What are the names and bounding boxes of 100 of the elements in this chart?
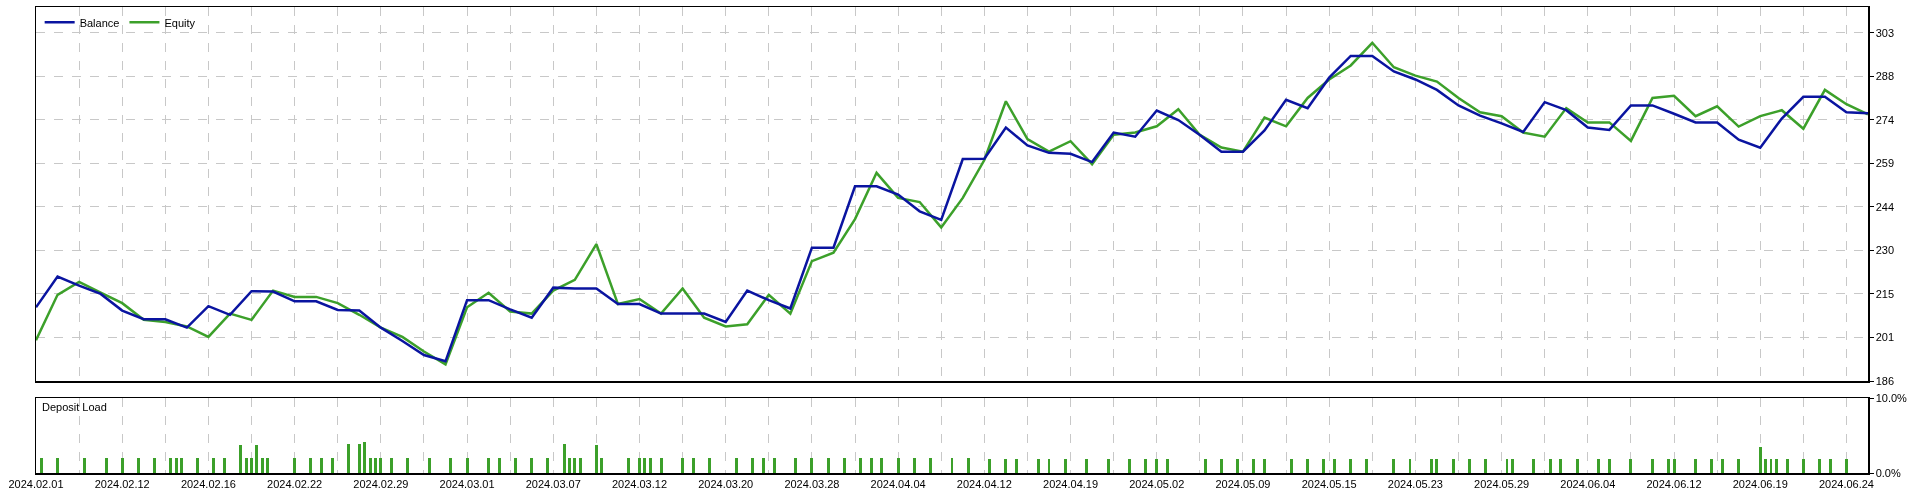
bar <box>761 458 765 473</box>
bar <box>842 458 846 473</box>
bar <box>1322 458 1326 473</box>
bar <box>357 443 361 473</box>
bar <box>1694 458 1698 473</box>
x-tick-label: 2024.03.28 <box>784 477 840 490</box>
bar <box>643 458 647 473</box>
y-tick-label: 274 <box>1875 113 1895 126</box>
x-tick-label: 2024.02.29 <box>353 477 409 490</box>
bar <box>390 458 394 473</box>
bar <box>39 458 43 473</box>
bar <box>1575 458 1579 473</box>
bar <box>1236 458 1240 473</box>
bar <box>1289 458 1293 473</box>
x-tick-label: 2024.06.24 <box>1818 477 1874 490</box>
bar <box>320 458 324 473</box>
bar <box>1548 458 1552 473</box>
bar <box>627 458 631 473</box>
bar <box>1252 458 1256 473</box>
bar <box>1710 458 1714 473</box>
bar <box>708 458 712 473</box>
bar <box>600 458 604 473</box>
bar <box>772 458 776 473</box>
x-tick-label: 2024.03.01 <box>439 477 495 490</box>
bar <box>1532 458 1536 473</box>
x-tick-label: 2024.03.20 <box>698 477 754 490</box>
bar <box>449 458 453 473</box>
bar <box>1483 458 1487 473</box>
bar <box>487 458 491 473</box>
bar <box>212 458 216 473</box>
bar <box>136 458 140 473</box>
bar <box>691 458 695 473</box>
bar <box>293 458 297 473</box>
bar <box>734 458 738 473</box>
y-tick-label: 288 <box>1875 70 1895 83</box>
bar <box>1166 458 1170 473</box>
bar <box>1263 458 1266 473</box>
y-tick-label: 215 <box>1875 287 1895 300</box>
bar <box>497 458 501 473</box>
bar <box>1597 458 1601 473</box>
bar <box>309 458 313 473</box>
bar <box>880 458 884 473</box>
bar <box>1467 458 1471 473</box>
bar <box>373 458 377 473</box>
x-tick-label: 2024.04.12 <box>956 477 1012 490</box>
bar <box>912 458 916 473</box>
bar <box>244 458 248 473</box>
x-tick-label: 2024.05.15 <box>1301 477 1357 490</box>
x-tick-label: 2024.02.01 <box>8 477 64 490</box>
chart-title: Deposit Load <box>42 401 107 413</box>
y-tick-label: 303 <box>1875 26 1895 39</box>
bar <box>659 458 663 473</box>
bar <box>573 458 577 473</box>
bar <box>1306 458 1310 473</box>
bar <box>1510 458 1514 473</box>
bar <box>330 458 334 473</box>
bar <box>1774 458 1778 473</box>
bar <box>1607 458 1611 473</box>
bar <box>1365 458 1369 473</box>
bar <box>255 444 259 473</box>
x-tick-label: 2024.03.12 <box>611 477 668 490</box>
bar <box>379 458 383 473</box>
bar <box>266 458 270 473</box>
x-tick-label: 2024.06.19 <box>1732 477 1788 490</box>
bar <box>681 458 685 473</box>
bar <box>368 458 372 473</box>
bar <box>465 458 469 473</box>
x-tick-label: 2024.04.04 <box>870 477 926 490</box>
bar <box>1063 458 1067 473</box>
bar <box>1128 458 1132 473</box>
x-tick-label: 2024.02.16 <box>180 477 236 490</box>
bar <box>1430 458 1434 473</box>
bar <box>988 458 992 473</box>
x-tick-label: 2024.06.04 <box>1560 477 1616 490</box>
bar <box>1667 458 1671 473</box>
bar <box>1801 458 1805 473</box>
bar <box>1036 458 1040 473</box>
bar <box>363 442 367 473</box>
y-tick-label: 201 <box>1875 331 1895 344</box>
x-tick-label: 2024.05.09 <box>1215 477 1271 490</box>
bar <box>869 458 873 473</box>
x-tick-label: 2024.05.02 <box>1129 477 1185 490</box>
bar <box>1333 458 1337 473</box>
bar <box>1629 458 1633 473</box>
bar <box>1155 458 1159 473</box>
bar <box>928 458 932 473</box>
bar <box>1451 458 1455 473</box>
bar <box>1737 458 1741 473</box>
x-tick-label: 2024.02.12 <box>94 477 150 490</box>
bar <box>196 458 200 473</box>
bar <box>794 458 798 473</box>
bar <box>1818 458 1821 473</box>
legend-label: Equity <box>164 16 196 29</box>
bar <box>1435 458 1439 473</box>
legend-label: Balance <box>79 16 120 29</box>
y-tick-label: 186 <box>1875 374 1895 387</box>
bar <box>180 458 183 473</box>
y-tick-label: 244 <box>1875 200 1895 213</box>
bar <box>1349 458 1353 473</box>
bar <box>896 458 900 473</box>
